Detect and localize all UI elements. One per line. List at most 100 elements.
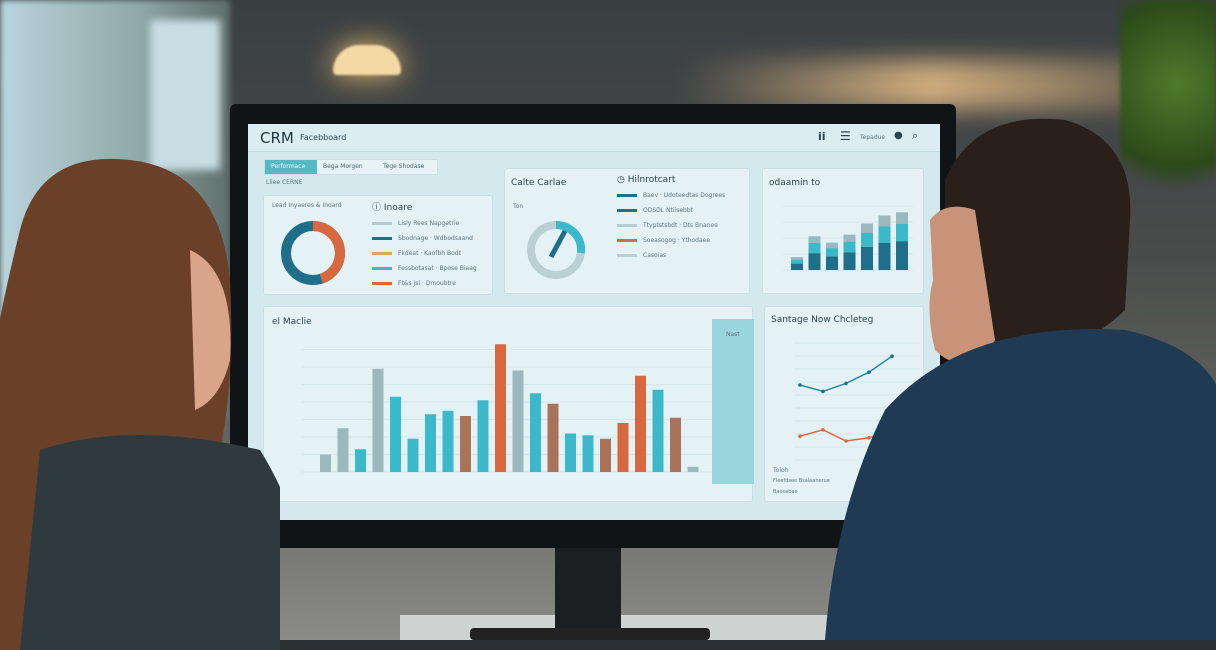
hub-row: ODSDL Ntiisebbt — [643, 207, 693, 214]
hub-list: ◷ Hilnrotcart Baev · Udoteedtas Dogrees … — [617, 175, 747, 263]
logo: CRM — [260, 129, 294, 147]
donut-card: Lead Inyaeres & Inoard ⓘ Inoare Lisly Re… — [263, 195, 493, 295]
bar — [565, 433, 576, 472]
location-icon[interactable]: ● — [894, 130, 903, 141]
bar — [495, 344, 506, 472]
gauge-title: Calte Carlae — [511, 178, 567, 188]
bar — [582, 435, 594, 472]
bar — [372, 368, 384, 472]
hub-title: Hilnrotcart — [627, 175, 676, 185]
hub-row: Baev · Udoteedtas Dogrees — [643, 192, 726, 199]
data-point — [821, 389, 825, 394]
line-legend-1: Toloh — [773, 467, 789, 474]
bar — [460, 416, 471, 472]
gauge-chart — [527, 220, 586, 279]
hub-row: Ttyptstsbdt · Dts Bnanee — [643, 222, 718, 229]
main-chart-title: el Maclie — [272, 317, 312, 327]
bar — [355, 449, 366, 472]
stacked-bar-card: odaamin to — [762, 168, 924, 294]
bar-segment — [808, 253, 821, 270]
bar — [530, 393, 541, 472]
bar — [390, 396, 401, 472]
ceiling-light — [680, 60, 1180, 110]
bar-segment — [861, 246, 873, 270]
income-title: Inoare — [383, 203, 413, 213]
bar-segment — [896, 212, 908, 224]
legend-swatch — [372, 237, 392, 240]
income-row: Ft&s Jsl · Dmoubtre — [398, 280, 456, 287]
data-point — [798, 383, 802, 387]
monitor-stand — [555, 545, 621, 630]
legend-swatch — [617, 239, 637, 242]
header-label: Tepadue — [860, 134, 886, 141]
ceiling-lamp — [333, 45, 401, 75]
woman-viewer — [0, 158, 280, 650]
bar-segment — [808, 236, 821, 244]
line-legend-2: Fleefdsee Bsalaanerue — [773, 478, 830, 484]
bar — [320, 454, 331, 472]
bar-segment — [843, 252, 856, 270]
income-list: ⓘ Inoare Lisly Rees Napgetrie Sbodnage ·… — [372, 200, 492, 291]
data-point — [867, 436, 871, 440]
crm-dashboard: CRM Facebboard ii ☰ Tepadue ● ⌕ Performa… — [248, 124, 940, 520]
legend-swatch — [372, 267, 392, 270]
data-point — [821, 428, 825, 432]
bar-segment — [826, 242, 838, 249]
man-viewer — [825, 118, 1216, 640]
bar — [652, 389, 664, 472]
bar — [337, 428, 349, 472]
plant — [1120, 0, 1216, 210]
bar — [600, 438, 611, 472]
page-title: Facebboard — [300, 133, 347, 142]
tab-3[interactable]: Tege Shodase — [383, 163, 425, 170]
line-legend-3: Baosabae — [773, 489, 798, 495]
data-point — [844, 381, 848, 386]
bar — [635, 375, 646, 472]
donut-slice-orange — [281, 221, 345, 285]
income-row: Lisly Rees Napgetrie — [398, 220, 460, 227]
data-point — [844, 439, 848, 443]
bar-segment — [861, 223, 873, 233]
gauge-needle — [548, 229, 568, 259]
tab-2[interactable]: Bega Morgen — [323, 163, 363, 170]
search-icon[interactable]: ⌕ — [912, 129, 919, 142]
legend-swatch — [617, 254, 637, 257]
bar — [442, 410, 454, 472]
bar — [617, 423, 629, 472]
main-bar-card: el Maclie Nast — [263, 306, 754, 502]
legend-swatch — [617, 224, 637, 227]
legend-swatch — [372, 252, 392, 255]
bar — [512, 370, 524, 472]
income-row: Sbodnage · Wdbodsaand — [398, 235, 473, 242]
hub-row: Casoias — [643, 252, 667, 259]
hub-row: Soeasogog · Ythodaee — [643, 237, 711, 244]
gauge-arc — [555, 220, 586, 254]
data-point — [798, 434, 802, 438]
menu-icon[interactable]: ☰ — [840, 129, 851, 143]
tab-bar: Performace Bega Morgen Tege Shodase — [264, 159, 438, 175]
grid-icon[interactable]: ii — [818, 130, 826, 143]
bar — [687, 466, 699, 472]
bar — [425, 414, 436, 472]
legend-swatch — [372, 282, 392, 285]
gauge-card: Calte Carlae Ton ◷ Hilnrotcart Baev · Ud… — [504, 168, 750, 294]
top-bar: CRM Facebboard ii ☰ Tepadue ● ⌕ — [248, 124, 940, 152]
line-chart-title: Santage Now Chcleteg — [771, 315, 874, 325]
tab-performance[interactable]: Performace — [265, 160, 317, 174]
legend-swatch — [617, 194, 637, 197]
data-point — [867, 370, 871, 374]
side-panel-title: Nast — [726, 331, 740, 338]
bar — [477, 400, 489, 472]
income-icon: ⓘ — [372, 203, 384, 213]
bar-segment — [791, 263, 803, 270]
bar-segment — [896, 241, 908, 270]
stacked-bar-chart — [783, 205, 913, 271]
income-row: Fessbotasat · Bpose Biaag — [398, 265, 477, 272]
data-point — [890, 354, 894, 358]
income-row: Fkdeat · Kaofbh Bodt — [398, 250, 461, 257]
donut-legend: Lead Inyaeres & Inoard — [272, 202, 342, 209]
section-label: Lliee CERNE — [266, 179, 303, 186]
bar-segment — [878, 215, 891, 227]
bar-segment — [791, 257, 803, 264]
stack-title: odaamin to — [769, 178, 821, 188]
